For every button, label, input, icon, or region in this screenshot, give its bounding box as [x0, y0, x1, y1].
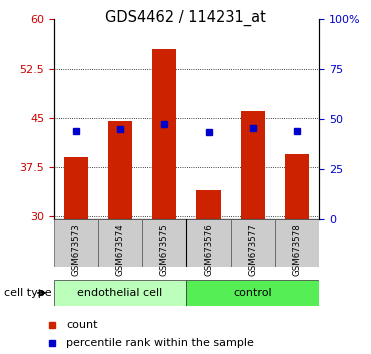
- Bar: [187, 280, 319, 306]
- Bar: [187, 219, 231, 267]
- Text: GSM673578: GSM673578: [292, 223, 302, 276]
- Bar: [240, 111, 265, 219]
- Text: count: count: [66, 320, 98, 330]
- Bar: [54, 280, 186, 306]
- Text: GSM673574: GSM673574: [116, 223, 125, 276]
- Bar: [54, 219, 98, 267]
- Text: endothelial cell: endothelial cell: [78, 288, 163, 298]
- Text: cell type: cell type: [4, 288, 51, 298]
- Text: GSM673576: GSM673576: [204, 223, 213, 276]
- Bar: [275, 219, 319, 267]
- Text: GDS4462 / 114231_at: GDS4462 / 114231_at: [105, 10, 266, 26]
- Bar: [64, 157, 88, 219]
- Text: percentile rank within the sample: percentile rank within the sample: [66, 338, 254, 348]
- Bar: [108, 121, 132, 219]
- Text: GSM673573: GSM673573: [71, 223, 81, 276]
- Bar: [98, 219, 142, 267]
- Bar: [142, 219, 186, 267]
- Bar: [285, 154, 309, 219]
- Bar: [152, 49, 177, 219]
- Bar: [231, 219, 275, 267]
- Text: control: control: [233, 288, 272, 298]
- Text: GSM673575: GSM673575: [160, 223, 169, 276]
- Bar: [196, 190, 221, 219]
- Text: GSM673577: GSM673577: [248, 223, 257, 276]
